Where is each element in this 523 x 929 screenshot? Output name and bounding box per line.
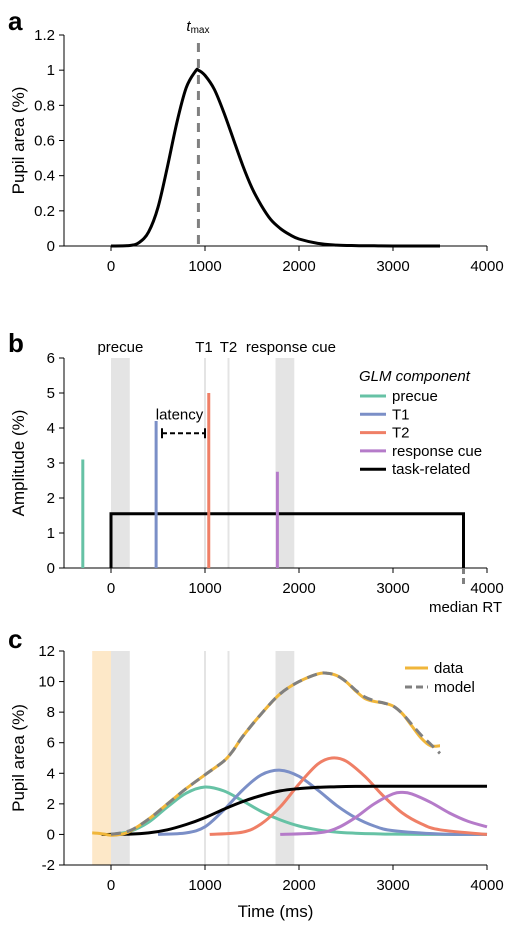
series-model [110, 671, 442, 836]
y-tick-label: 1 [47, 525, 55, 542]
y-axis-label: Pupil area (%) [9, 704, 28, 812]
legend-entry: data [434, 660, 464, 677]
t-max-label-main: t [186, 18, 191, 35]
event-label: response cue [246, 339, 336, 356]
series-data [92, 671, 441, 837]
x-tick-label: 3000 [376, 877, 409, 894]
y-tick-label: 4 [47, 420, 55, 437]
y-tick-label: 12 [38, 643, 55, 660]
x-tick-label: 2000 [282, 580, 315, 597]
x-axis-label: Time (ms) [238, 902, 314, 921]
x-tick-label: 1000 [188, 258, 221, 275]
y-tick-label: 0.6 [34, 133, 55, 150]
legend-entry: T2 [392, 425, 410, 442]
x-tick-label: 1000 [188, 580, 221, 597]
series-T2 [209, 756, 488, 836]
x-tick-label: 3000 [376, 580, 409, 597]
y-tick-label: 8 [47, 704, 55, 721]
x-tick-label: 0 [107, 258, 115, 275]
series-response-cue [280, 790, 488, 836]
event-shaded-region [92, 651, 111, 865]
legend-entry: response cue [392, 443, 482, 460]
x-tick-label: 0 [107, 580, 115, 597]
series-T1 [157, 768, 488, 836]
y-tick-label: 2 [47, 796, 55, 813]
t-max-label: tmax [186, 18, 209, 36]
x-tick-label: 3000 [376, 258, 409, 275]
y-tick-label: 0.4 [34, 168, 55, 185]
y-tick-label: -2 [42, 857, 55, 874]
y-tick-label: 1 [47, 62, 55, 79]
legend-entry: task-related [392, 461, 470, 478]
x-tick-label: 2000 [282, 258, 315, 275]
task-related-box [109, 512, 465, 568]
pupil-response-curve [110, 67, 440, 248]
y-tick-label: 0 [47, 560, 55, 577]
y-tick-label: 6 [47, 735, 55, 752]
x-tick-label: 4000 [470, 580, 503, 597]
y-tick-label: 6 [47, 350, 55, 367]
panel-label-b: b [8, 328, 24, 358]
legend-entry: precue [392, 388, 438, 405]
y-tick-label: 0.2 [34, 203, 55, 220]
panel-label-c: c [8, 624, 22, 654]
legend-entry: model [434, 679, 475, 696]
y-tick-label: 0.8 [34, 97, 55, 114]
median-rt-label: median RT [429, 599, 502, 616]
y-tick-label: 2 [47, 490, 55, 507]
y-tick-label: 5 [47, 385, 55, 402]
latency-label: latency [156, 406, 204, 423]
x-tick-label: 2000 [282, 877, 315, 894]
y-tick-label: 1.2 [34, 27, 55, 44]
y-tick-label: 10 [38, 674, 55, 691]
y-tick-label: 0 [47, 826, 55, 843]
event-label: precue [97, 339, 143, 356]
event-shaded-region [111, 651, 130, 865]
y-tick-label: 0 [47, 238, 55, 255]
y-axis-label: Pupil area (%) [9, 87, 28, 195]
t-max-label-sub: max [191, 25, 210, 36]
event-label: T2 [220, 339, 238, 356]
event-shaded-region [111, 358, 130, 568]
legend-entry: T1 [392, 406, 410, 423]
event-shaded-region [275, 358, 295, 568]
x-tick-label: 0 [107, 877, 115, 894]
x-tick-label: 4000 [470, 877, 503, 894]
y-tick-label: 4 [47, 765, 55, 782]
y-tick-label: 3 [47, 455, 55, 472]
panel-label-a: a [8, 6, 23, 36]
event-label: T1 [195, 339, 213, 356]
legend-title: GLM component [359, 368, 471, 385]
event-shaded-region [275, 651, 295, 865]
series-task-related [101, 784, 487, 836]
x-tick-label: 4000 [470, 258, 503, 275]
y-axis-label: Amplitude (%) [9, 410, 28, 517]
x-tick-label: 1000 [188, 877, 221, 894]
